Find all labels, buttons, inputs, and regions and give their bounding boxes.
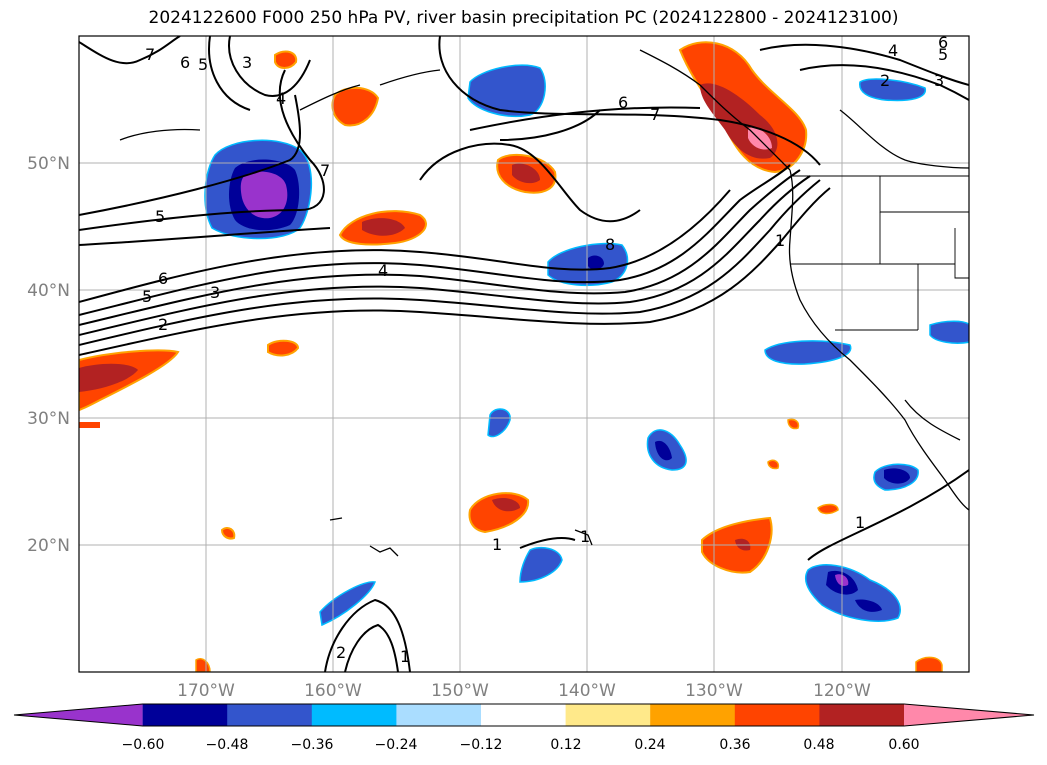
- lon-tick-label: 150°W: [431, 681, 489, 701]
- colorbar-tick-label: 0.36: [719, 737, 750, 753]
- contour-label: 4: [888, 41, 898, 60]
- contour-label: 3: [210, 283, 220, 302]
- colorbar-segment: [650, 704, 736, 726]
- lon-tick-label: 170°W: [177, 681, 235, 701]
- contour-label: 4: [276, 89, 286, 108]
- contour-label: 2: [158, 315, 168, 334]
- pv-contours: [79, 36, 969, 672]
- colorbar: [13, 703, 1035, 727]
- contour-label: 5: [938, 45, 948, 64]
- colorbar-tick-label: −0.36: [291, 737, 334, 753]
- colorbar-segment: [227, 704, 313, 726]
- contour-label: 5: [142, 287, 152, 306]
- contour-label-group: 7 6 5 3 4 7 5 6 5 3 2 4 8 6 7 1 4 6 5 2 …: [142, 33, 948, 666]
- contour-label: 6: [618, 93, 628, 112]
- contour-label: 4: [378, 261, 388, 280]
- lon-axis: 170°W 160°W 150°W 140°W 130°W 120°W: [177, 681, 871, 701]
- contour-label: 6: [180, 53, 190, 72]
- colorbar-labels: −0.60 −0.48 −0.36 −0.24 −0.12 0.12 0.24 …: [122, 737, 920, 753]
- colorbar-segment: [819, 704, 905, 726]
- colorbar-tick-label: −0.60: [122, 737, 165, 753]
- colorbar-segment: [14, 704, 143, 726]
- colorbar-segment: [565, 704, 651, 726]
- lon-tick-label: 160°W: [304, 681, 362, 701]
- colorbar-tick-label: −0.24: [375, 737, 418, 753]
- colorbar-segment: [311, 704, 397, 726]
- contour-label: 5: [155, 207, 165, 226]
- contour-label: 2: [880, 71, 890, 90]
- colorbar-segment: [396, 704, 482, 726]
- lat-tick-label: 50°N: [27, 154, 70, 174]
- colorbar-segment: [904, 704, 1034, 726]
- colorbar-tick-label: 0.48: [803, 737, 834, 753]
- lon-tick-label: 140°W: [558, 681, 616, 701]
- coastlines: [119, 49, 969, 557]
- lat-tick-label: 30°N: [27, 409, 70, 429]
- contour-label: 1: [580, 527, 590, 546]
- colorbar-outline: [13, 703, 1035, 727]
- colorbar-segment: [734, 704, 820, 726]
- colorbar-tick-label: 0.12: [550, 737, 581, 753]
- lat-tick-label: 20°N: [27, 536, 70, 556]
- contour-label: 3: [934, 71, 944, 90]
- contour-label: 6: [158, 269, 168, 288]
- map-title: 2024122600 F000 250 hPa PV, river basin …: [148, 8, 899, 28]
- colorbar-tick-label: −0.12: [460, 737, 503, 753]
- contour-label: 1: [492, 535, 502, 554]
- colorbar-tick-label: 0.24: [634, 737, 665, 753]
- colorbar-tick-label: −0.48: [206, 737, 249, 753]
- contour-label: 1: [855, 513, 865, 532]
- contour-label: 7: [650, 105, 660, 124]
- contour-label: 6: [938, 33, 948, 52]
- boundaries: [790, 175, 969, 331]
- contour-label: 7: [145, 45, 155, 64]
- colorbar-tick-label: 0.60: [888, 737, 919, 753]
- precip-pc-shading: [79, 41, 969, 672]
- contour-label: 3: [242, 53, 252, 72]
- colorbar-segment: [481, 704, 567, 726]
- map-frame: [78, 35, 970, 673]
- contour-label: 1: [775, 231, 785, 250]
- contour-label: 7: [320, 161, 330, 180]
- lat-tick-label: 40°N: [27, 281, 70, 301]
- contour-label: 1: [400, 647, 410, 666]
- lat-axis: 50°N 40°N 30°N 20°N: [27, 154, 70, 556]
- lon-tick-label: 130°W: [685, 681, 743, 701]
- contour-label: 2: [336, 643, 346, 662]
- contour-label: 8: [605, 235, 615, 254]
- lon-tick-label: 120°W: [813, 681, 871, 701]
- colorbar-segment: [142, 704, 228, 726]
- contour-label: 5: [198, 55, 208, 74]
